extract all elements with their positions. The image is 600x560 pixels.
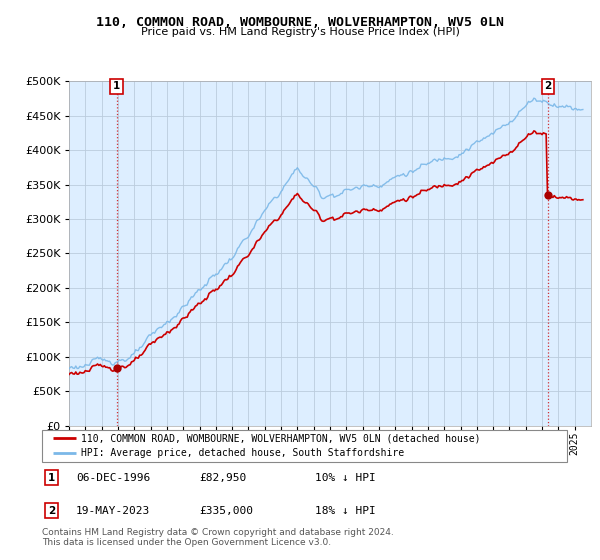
Text: £82,950: £82,950 <box>199 473 247 483</box>
Text: 2: 2 <box>48 506 55 516</box>
Text: 1: 1 <box>113 81 120 91</box>
Text: 10% ↓ HPI: 10% ↓ HPI <box>315 473 376 483</box>
Text: 19-MAY-2023: 19-MAY-2023 <box>76 506 151 516</box>
Text: 110, COMMON ROAD, WOMBOURNE, WOLVERHAMPTON, WV5 0LN (detached house): 110, COMMON ROAD, WOMBOURNE, WOLVERHAMPT… <box>82 433 481 444</box>
Text: 06-DEC-1996: 06-DEC-1996 <box>76 473 151 483</box>
Text: £335,000: £335,000 <box>199 506 254 516</box>
Text: 2: 2 <box>545 81 552 91</box>
Text: 18% ↓ HPI: 18% ↓ HPI <box>315 506 376 516</box>
Text: 1: 1 <box>48 473 55 483</box>
Text: Contains HM Land Registry data © Crown copyright and database right 2024.
This d: Contains HM Land Registry data © Crown c… <box>42 528 394 547</box>
Text: Price paid vs. HM Land Registry's House Price Index (HPI): Price paid vs. HM Land Registry's House … <box>140 27 460 37</box>
FancyBboxPatch shape <box>42 430 567 462</box>
Text: 110, COMMON ROAD, WOMBOURNE, WOLVERHAMPTON, WV5 0LN: 110, COMMON ROAD, WOMBOURNE, WOLVERHAMPT… <box>96 16 504 29</box>
Text: HPI: Average price, detached house, South Staffordshire: HPI: Average price, detached house, Sout… <box>82 448 404 458</box>
